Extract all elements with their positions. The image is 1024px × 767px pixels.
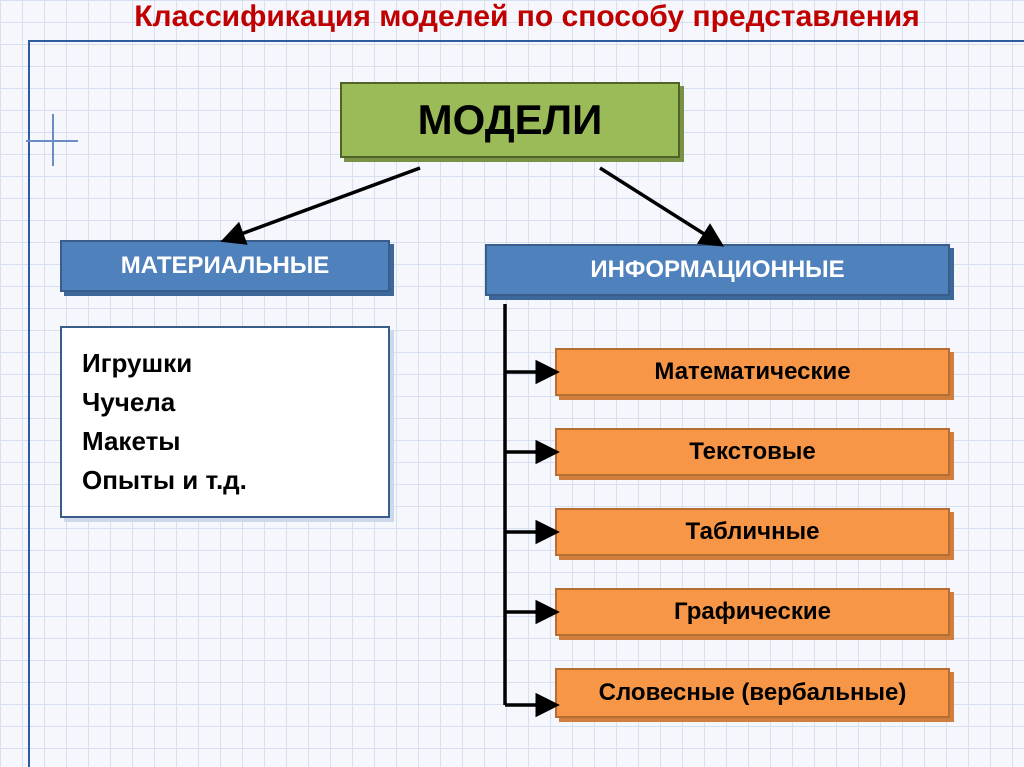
info-item-label: Табличные xyxy=(686,518,820,545)
branch-informational-label: ИНФОРМАЦИОННЫЕ xyxy=(590,256,844,283)
branch-material-label: МАТЕРИАЛЬНЫЕ xyxy=(121,252,330,279)
frame-top xyxy=(28,40,1024,42)
diagram-title: Классификация моделей по способу предста… xyxy=(50,0,1004,34)
info-item-verbal: Словесные (вербальные) xyxy=(555,668,950,718)
edge-root-material xyxy=(225,168,420,240)
info-item-label: Математические xyxy=(654,358,850,385)
info-item-label: Текстовые xyxy=(689,438,816,465)
info-item-math: Математические xyxy=(555,348,950,396)
info-item-label: Графические xyxy=(674,598,831,625)
material-line: Опыты и т.д. xyxy=(82,461,368,500)
material-line: Игрушки xyxy=(82,344,368,383)
info-item-table: Табличные xyxy=(555,508,950,556)
info-item-label: Словесные (вербальные) xyxy=(599,679,907,706)
material-line: Чучела xyxy=(82,383,368,422)
decor-cross-v xyxy=(52,114,54,166)
info-item-graphic: Графические xyxy=(555,588,950,636)
info-item-text: Текстовые xyxy=(555,428,950,476)
edge-root-informational xyxy=(600,168,720,244)
frame-left xyxy=(28,40,30,767)
root-label: МОДЕЛИ xyxy=(418,96,603,143)
branch-material: МАТЕРИАЛЬНЫЕ xyxy=(60,240,390,292)
material-examples: Игрушки Чучела Макеты Опыты и т.д. xyxy=(60,326,390,518)
material-line: Макеты xyxy=(82,422,368,461)
branch-informational: ИНФОРМАЦИОННЫЕ xyxy=(485,244,950,296)
root-node: МОДЕЛИ xyxy=(340,82,680,158)
